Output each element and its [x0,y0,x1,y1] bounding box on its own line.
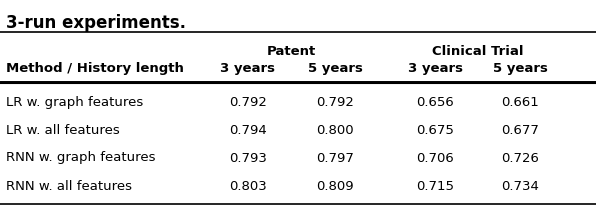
Text: RNN w. all features: RNN w. all features [6,180,132,193]
Text: 0.734: 0.734 [501,180,539,193]
Text: 3-run experiments.: 3-run experiments. [6,14,186,32]
Text: 0.793: 0.793 [229,152,267,165]
Text: 0.715: 0.715 [416,180,454,193]
Text: 0.794: 0.794 [229,123,267,137]
Text: 0.792: 0.792 [316,95,354,108]
Text: 0.803: 0.803 [229,180,267,193]
Text: 0.797: 0.797 [316,152,354,165]
Text: 0.675: 0.675 [416,123,454,137]
Text: RNN w. graph features: RNN w. graph features [6,152,156,165]
Text: 3 years: 3 years [221,61,275,74]
Text: 0.792: 0.792 [229,95,267,108]
Text: 3 years: 3 years [408,61,462,74]
Text: 0.661: 0.661 [501,95,539,108]
Text: Clinical Trial: Clinical Trial [432,45,523,58]
Text: 0.726: 0.726 [501,152,539,165]
Text: 0.656: 0.656 [416,95,454,108]
Text: 5 years: 5 years [492,61,548,74]
Text: 5 years: 5 years [308,61,362,74]
Text: Method / History length: Method / History length [6,61,184,74]
Text: 0.809: 0.809 [316,180,354,193]
Text: LR w. graph features: LR w. graph features [6,95,143,108]
Text: 0.800: 0.800 [316,123,354,137]
Text: LR w. all features: LR w. all features [6,123,120,137]
Text: 0.677: 0.677 [501,123,539,137]
Text: 0.706: 0.706 [416,152,454,165]
Text: Patent: Patent [267,45,316,58]
